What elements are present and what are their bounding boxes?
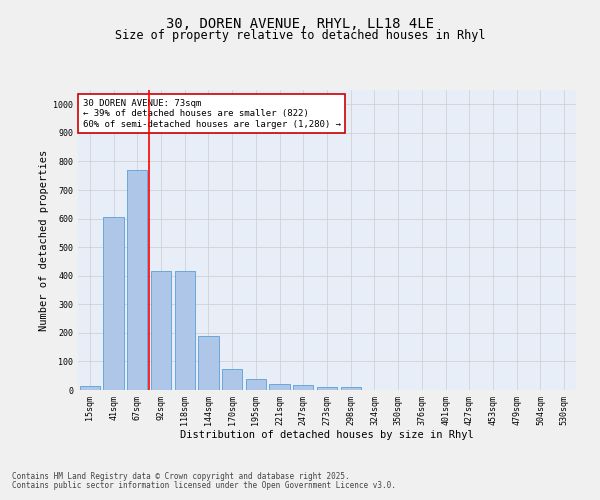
Text: 30, DOREN AVENUE, RHYL, LL18 4LE: 30, DOREN AVENUE, RHYL, LL18 4LE bbox=[166, 18, 434, 32]
Y-axis label: Number of detached properties: Number of detached properties bbox=[39, 150, 49, 330]
Bar bbox=[80, 386, 100, 390]
Bar bbox=[175, 272, 195, 390]
Text: Contains HM Land Registry data © Crown copyright and database right 2025.: Contains HM Land Registry data © Crown c… bbox=[12, 472, 350, 481]
Bar bbox=[317, 387, 337, 390]
Bar bbox=[269, 384, 290, 390]
Bar bbox=[151, 272, 171, 390]
Bar bbox=[222, 368, 242, 390]
Bar bbox=[127, 170, 148, 390]
Text: Contains public sector information licensed under the Open Government Licence v3: Contains public sector information licen… bbox=[12, 481, 396, 490]
Bar bbox=[199, 336, 218, 390]
Bar bbox=[103, 217, 124, 390]
Bar bbox=[341, 386, 361, 390]
Text: Size of property relative to detached houses in Rhyl: Size of property relative to detached ho… bbox=[115, 29, 485, 42]
X-axis label: Distribution of detached houses by size in Rhyl: Distribution of detached houses by size … bbox=[180, 430, 474, 440]
Bar bbox=[246, 378, 266, 390]
Text: 30 DOREN AVENUE: 73sqm
← 39% of detached houses are smaller (822)
60% of semi-de: 30 DOREN AVENUE: 73sqm ← 39% of detached… bbox=[83, 99, 341, 129]
Bar bbox=[293, 385, 313, 390]
